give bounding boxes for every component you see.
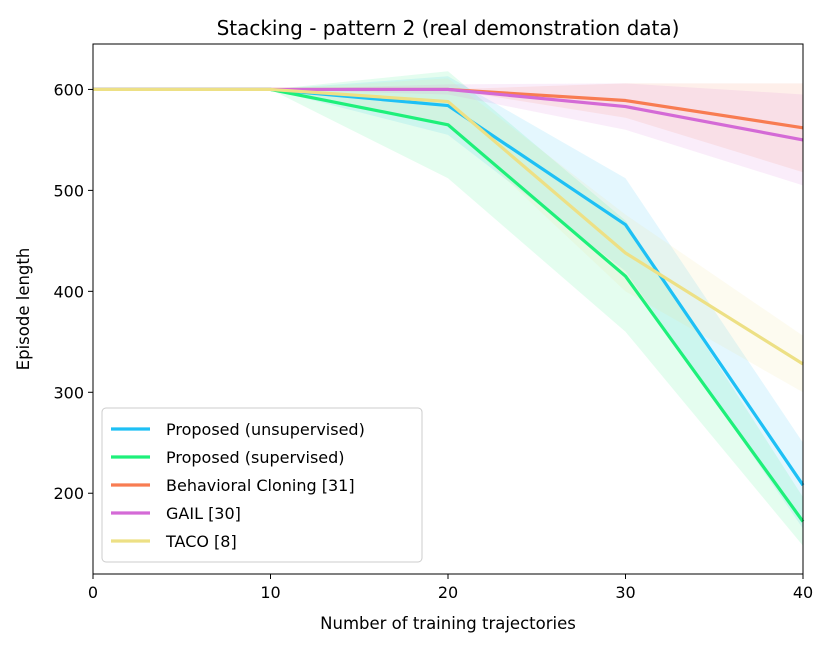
x-tick-label-3: 30 <box>615 583 635 602</box>
y-tick-label-3: 500 <box>53 181 84 200</box>
y-tick-label-1: 300 <box>53 383 84 402</box>
y-tick-label-0: 200 <box>53 484 84 503</box>
legend: Proposed (unsupervised) Proposed (supervi… <box>101 407 423 563</box>
x-axis-label: Number of training trajectories <box>320 614 576 633</box>
legend-entry-2: Behavioral Cloning [31] <box>166 476 355 495</box>
band-series-0 <box>93 76 803 529</box>
x-tick-label-0: 0 <box>88 583 98 602</box>
x-tick-label-4: 40 <box>793 583 813 602</box>
band-series-1 <box>93 71 803 546</box>
y-axis-label: Episode length <box>14 248 33 371</box>
legend-entry-1: Proposed (supervised) <box>166 448 345 467</box>
x-tick-label-2: 20 <box>438 583 458 602</box>
x-axis: 0 10 20 30 40 <box>88 574 813 602</box>
chart-title: Stacking - pattern 2 (real demonstration… <box>217 16 680 40</box>
y-tick-label-2: 400 <box>53 282 84 301</box>
series-lines <box>93 87 805 523</box>
legend-frame <box>101 407 423 563</box>
band-series-3 <box>93 83 803 186</box>
legend-entry-4: TACO [8] <box>165 532 237 551</box>
legend-entry-3: GAIL [30] <box>166 504 241 523</box>
y-tick-label-4: 600 <box>53 80 84 99</box>
line-series-4 <box>93 87 804 366</box>
legend-entry-0: Proposed (unsupervised) <box>166 420 365 439</box>
y-axis: 200 300 400 500 600 <box>53 80 93 503</box>
x-tick-label-1: 10 <box>260 583 280 602</box>
